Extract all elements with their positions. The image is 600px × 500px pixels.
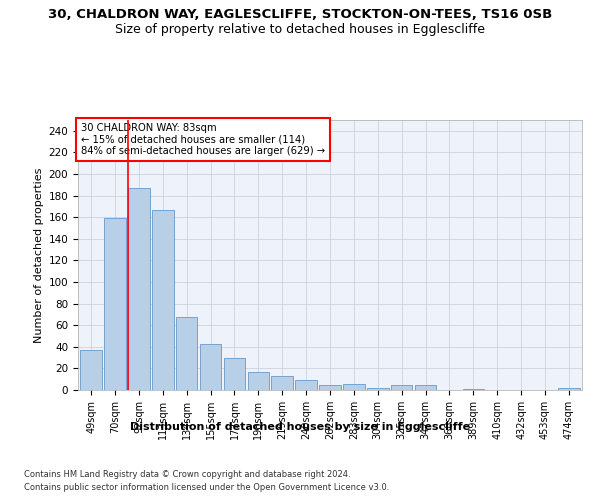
Bar: [319, 384, 341, 390]
Bar: [224, 358, 245, 390]
Bar: [463, 389, 484, 390]
Text: Contains public sector information licensed under the Open Government Licence v3: Contains public sector information licen…: [24, 482, 389, 492]
Bar: [367, 388, 389, 390]
Bar: [343, 384, 365, 390]
Text: Contains HM Land Registry data © Crown copyright and database right 2024.: Contains HM Land Registry data © Crown c…: [24, 470, 350, 479]
Bar: [104, 218, 126, 390]
Y-axis label: Number of detached properties: Number of detached properties: [34, 168, 44, 342]
Bar: [391, 384, 412, 390]
Bar: [128, 188, 149, 390]
Bar: [176, 316, 197, 390]
Bar: [295, 380, 317, 390]
Text: 30, CHALDRON WAY, EAGLESCLIFFE, STOCKTON-ON-TEES, TS16 0SB: 30, CHALDRON WAY, EAGLESCLIFFE, STOCKTON…: [48, 8, 552, 20]
Text: Size of property relative to detached houses in Egglescliffe: Size of property relative to detached ho…: [115, 22, 485, 36]
Bar: [152, 210, 173, 390]
Bar: [248, 372, 269, 390]
Text: Distribution of detached houses by size in Egglescliffe: Distribution of detached houses by size …: [130, 422, 470, 432]
Text: 30 CHALDRON WAY: 83sqm
← 15% of detached houses are smaller (114)
84% of semi-de: 30 CHALDRON WAY: 83sqm ← 15% of detached…: [80, 122, 325, 156]
Bar: [415, 384, 436, 390]
Bar: [558, 388, 580, 390]
Bar: [200, 344, 221, 390]
Bar: [80, 350, 102, 390]
Bar: [271, 376, 293, 390]
